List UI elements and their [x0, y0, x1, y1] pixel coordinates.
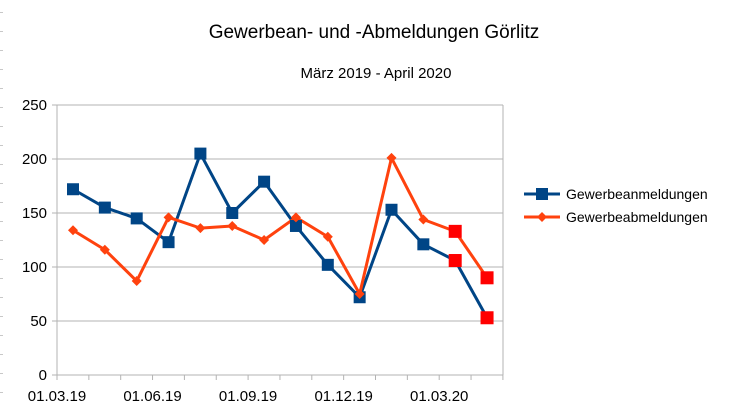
data-point-diamond: [354, 289, 365, 299]
ruler-tick: [0, 373, 3, 374]
y-tick-label: 100: [22, 259, 47, 276]
data-point-square: [226, 207, 239, 219]
ruler-tick: [0, 202, 3, 203]
series-lines: [72, 152, 489, 319]
ruler-tick: [0, 316, 3, 317]
x-tick-label: 01.03.20: [410, 388, 468, 405]
data-point-diamond: [259, 235, 270, 245]
highlighted-data-point: [480, 271, 494, 285]
ruler-tick: [0, 88, 3, 89]
highlighted-data-point: [448, 224, 462, 238]
data-point-diamond: [195, 223, 206, 234]
data-point-square: [417, 238, 430, 251]
highlighted-data-point: [448, 254, 462, 268]
data-point-square: [258, 175, 271, 188]
gridlines: [52, 104, 504, 376]
data-point-diamond: [290, 212, 301, 223]
legend-marker-diamond: [537, 212, 547, 222]
series-line-gewerbeanmeldungen: [72, 152, 489, 319]
data-point-square: [130, 212, 143, 225]
data-point-square: [162, 236, 175, 249]
x-tick-label: 01.03.19: [28, 388, 86, 405]
legend-label: Gewerbeanmeldungen: [566, 186, 708, 202]
ruler-tick: [0, 392, 3, 393]
x-tick-label: 01.06.19: [123, 388, 181, 405]
y-tick-label: 250: [22, 97, 47, 114]
ruler-tick: [0, 31, 3, 32]
ruler-tick: [0, 145, 3, 146]
highlighted-data-point: [480, 311, 494, 325]
data-point-diamond: [322, 231, 333, 242]
x-tick-label: 01.09.19: [219, 388, 277, 405]
ruler-tick: [0, 183, 3, 184]
y-tick-label: 50: [30, 313, 47, 330]
legend-label: Gewerbeabmeldungen: [566, 209, 708, 225]
ruler-tick: [0, 12, 3, 13]
legend: Gewerbeanmeldungen Gewerbeabmeldungen: [524, 186, 708, 225]
data-point-diamond: [68, 225, 78, 236]
data-point-square: [67, 183, 79, 196]
y-tick-label: 200: [22, 151, 47, 168]
series-line-gewerbeabmeldungen: [72, 156, 489, 296]
legend-marker-square: [536, 188, 548, 200]
ruler-tick: [0, 278, 3, 279]
ruler-tick: [0, 164, 3, 165]
ruler-tick: [0, 335, 3, 336]
y-tick-label: 0: [39, 367, 47, 384]
ruler-tick: [0, 354, 3, 355]
data-point-square: [98, 201, 111, 214]
data-point-diamond: [163, 212, 174, 223]
ruler-tick: [0, 126, 3, 127]
data-point-diamond: [386, 152, 397, 163]
x-tick-label: 01.12.19: [314, 388, 372, 405]
data-point-square: [194, 147, 207, 160]
ruler-tick: [0, 69, 3, 70]
ruler-tick: [0, 297, 3, 298]
chart-title: Gewerbean- und -Abmeldungen Görlitz: [209, 22, 540, 43]
data-point-square: [385, 203, 398, 216]
y-tick-label: 150: [22, 205, 47, 222]
data-point-square: [289, 219, 302, 232]
ruler-tick: [0, 50, 3, 51]
series-markers: [67, 147, 494, 325]
data-point-diamond: [227, 220, 238, 231]
chart-subtitle: März 2019 - April 2020: [301, 65, 452, 82]
ruler-tick: [0, 240, 3, 241]
ruler-tick: [0, 107, 3, 108]
data-point-square: [321, 258, 334, 271]
left-margin-ruler: [0, 0, 4, 411]
ruler-tick: [0, 221, 3, 222]
data-point-diamond: [418, 214, 429, 225]
ruler-tick: [0, 259, 3, 260]
axes: 0 50 100 150 200 250 01.03.19 01.06.19 01.09.19 0…: [22, 97, 504, 405]
data-point-diamond: [99, 244, 110, 255]
data-point-diamond: [131, 276, 142, 287]
